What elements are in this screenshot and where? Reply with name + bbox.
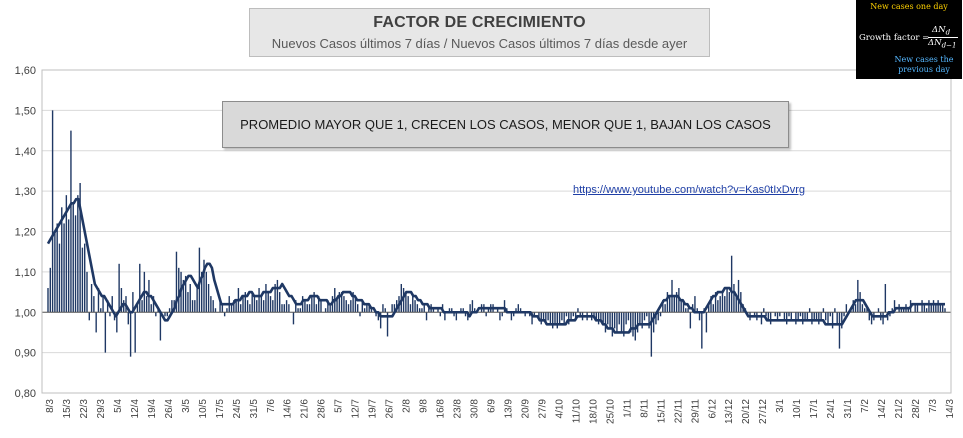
x-tick-label: 31/5 — [249, 399, 260, 419]
formula-denominator: ΔNd−1 — [928, 38, 957, 50]
x-tick-label: 20/9 — [521, 399, 532, 419]
formula-numerator-sub: d — [945, 27, 951, 37]
y-tick-label: 0,90 — [15, 348, 36, 360]
formula-denominator-symbol: ΔN — [928, 38, 942, 48]
x-tick-label: 7/6 — [266, 399, 277, 413]
x-tick-label: 21/2 — [894, 399, 905, 419]
x-tick-label: 31/1 — [843, 399, 854, 419]
x-tick-label: 14/3 — [945, 399, 956, 419]
x-tick-label: 17/1 — [809, 399, 820, 419]
y-tick-label: 1,30 — [15, 186, 36, 198]
x-tick-label: 12/4 — [130, 399, 141, 419]
x-tick-label: 6/9 — [487, 399, 498, 413]
x-tick-label: 3/5 — [181, 399, 192, 413]
x-tick-label: 21/6 — [300, 399, 311, 419]
x-tick-label: 20/12 — [741, 399, 752, 424]
formula-label: Growth factor = — [859, 33, 930, 43]
x-tick-label: 3/1 — [775, 399, 786, 413]
formula-denominator-sub: d−1 — [941, 40, 957, 50]
youtube-link[interactable]: https://www.youtube.com/watch?v=Kas0tIxD… — [573, 184, 806, 196]
x-tick-label: 26/7 — [385, 399, 396, 419]
y-tick-label: 1,10 — [15, 267, 36, 279]
x-tick-label: 19/7 — [368, 399, 379, 419]
x-tick-label: 29/3 — [96, 399, 107, 419]
x-tick-label: 14/6 — [283, 399, 294, 419]
y-tick-label: 1,50 — [15, 105, 36, 117]
x-tick-label: 24/1 — [826, 399, 837, 419]
y-tick-label: 1,40 — [15, 146, 36, 158]
x-tick-label: 26/4 — [164, 399, 175, 419]
x-tick-label: 12/7 — [351, 399, 362, 419]
average-line-group — [46, 197, 945, 334]
x-tick-label: 27/9 — [538, 399, 549, 419]
x-tick-label: 28/6 — [317, 399, 328, 419]
x-tick-label: 5/7 — [334, 399, 345, 413]
x-axis-ticks: 8/3 15/3 22/3 29/3 5/4 12/4 19/4 26/4 3/5 10/5 17/… — [45, 399, 956, 424]
x-tick-label: 17/5 — [215, 399, 226, 419]
x-tick-label: 29/11 — [690, 399, 701, 424]
formula-bottom-note: New cases the previous day — [894, 55, 954, 74]
x-tick-label: 13/9 — [504, 399, 515, 419]
x-tick-label: 9/8 — [419, 399, 430, 413]
y-tick-label: 1,60 — [15, 65, 36, 77]
x-tick-label: 25/10 — [605, 399, 616, 424]
y-tick-label: 0,80 — [15, 388, 36, 400]
chart-subtitle: Nuevos Casos últimos 7 días / Nuevos Cas… — [271, 36, 688, 51]
x-tick-label: 8/11 — [639, 399, 650, 418]
y-axis-ticks: 0,80 0,90 1,00 1,10 1,20 1,30 1,40 1,50 1,60 — [15, 65, 36, 400]
x-tick-label: 10/5 — [198, 399, 209, 419]
x-tick-label: 23/8 — [453, 399, 464, 419]
x-tick-label: 24/5 — [232, 399, 243, 419]
x-tick-label: 4/10 — [554, 399, 565, 419]
x-tick-label: 1/11 — [622, 399, 633, 418]
x-tick-label: 5/4 — [113, 399, 124, 413]
annotation-box: PROMEDIO MAYOR QUE 1, CRECEN LOS CASOS, … — [222, 101, 789, 148]
formula-fraction-bar — [928, 37, 958, 38]
x-tick-label: 19/4 — [147, 399, 158, 419]
x-tick-label: 27/12 — [758, 399, 769, 424]
y-tick-label: 1,00 — [15, 307, 36, 319]
x-tick-label: 14/2 — [877, 399, 888, 419]
x-tick-label: 11/10 — [571, 399, 582, 424]
x-tick-label: 7/2 — [860, 399, 871, 413]
formula-numerator: ΔNd — [932, 25, 950, 37]
x-tick-label: 2/8 — [402, 399, 413, 413]
x-tick-label: 6/12 — [707, 399, 718, 419]
chart-title-box: FACTOR DE CRECIMIENTO Nuevos Casos últim… — [249, 8, 710, 57]
x-tick-label: 18/10 — [588, 399, 599, 424]
y-tick-label: 1,20 — [15, 227, 36, 239]
formula-numerator-symbol: ΔN — [932, 25, 946, 35]
x-tick-label: 16/8 — [436, 399, 447, 419]
x-tick-label: 30/8 — [470, 399, 481, 419]
x-tick-label: 28/2 — [911, 399, 922, 419]
x-tick-label: 15/11 — [656, 399, 667, 424]
average-line — [46, 197, 945, 334]
plot-frame — [41, 69, 952, 394]
x-tick-label: 22/11 — [673, 399, 684, 424]
x-tick-label: 8/3 — [45, 399, 56, 413]
chart-title: FACTOR DE CRECIMIENTO — [373, 14, 586, 31]
x-tick-label: 13/12 — [724, 399, 735, 424]
formula-top-note: New cases one day — [870, 2, 948, 11]
x-tick-label: 22/3 — [79, 399, 90, 419]
x-tick-label: 15/3 — [62, 399, 73, 419]
growth-factor-formula: New cases one day Growth factor = ΔNd ΔN… — [856, 0, 962, 79]
x-tick-label: 10/1 — [792, 399, 803, 419]
x-tick-label: 7/3 — [928, 399, 939, 413]
